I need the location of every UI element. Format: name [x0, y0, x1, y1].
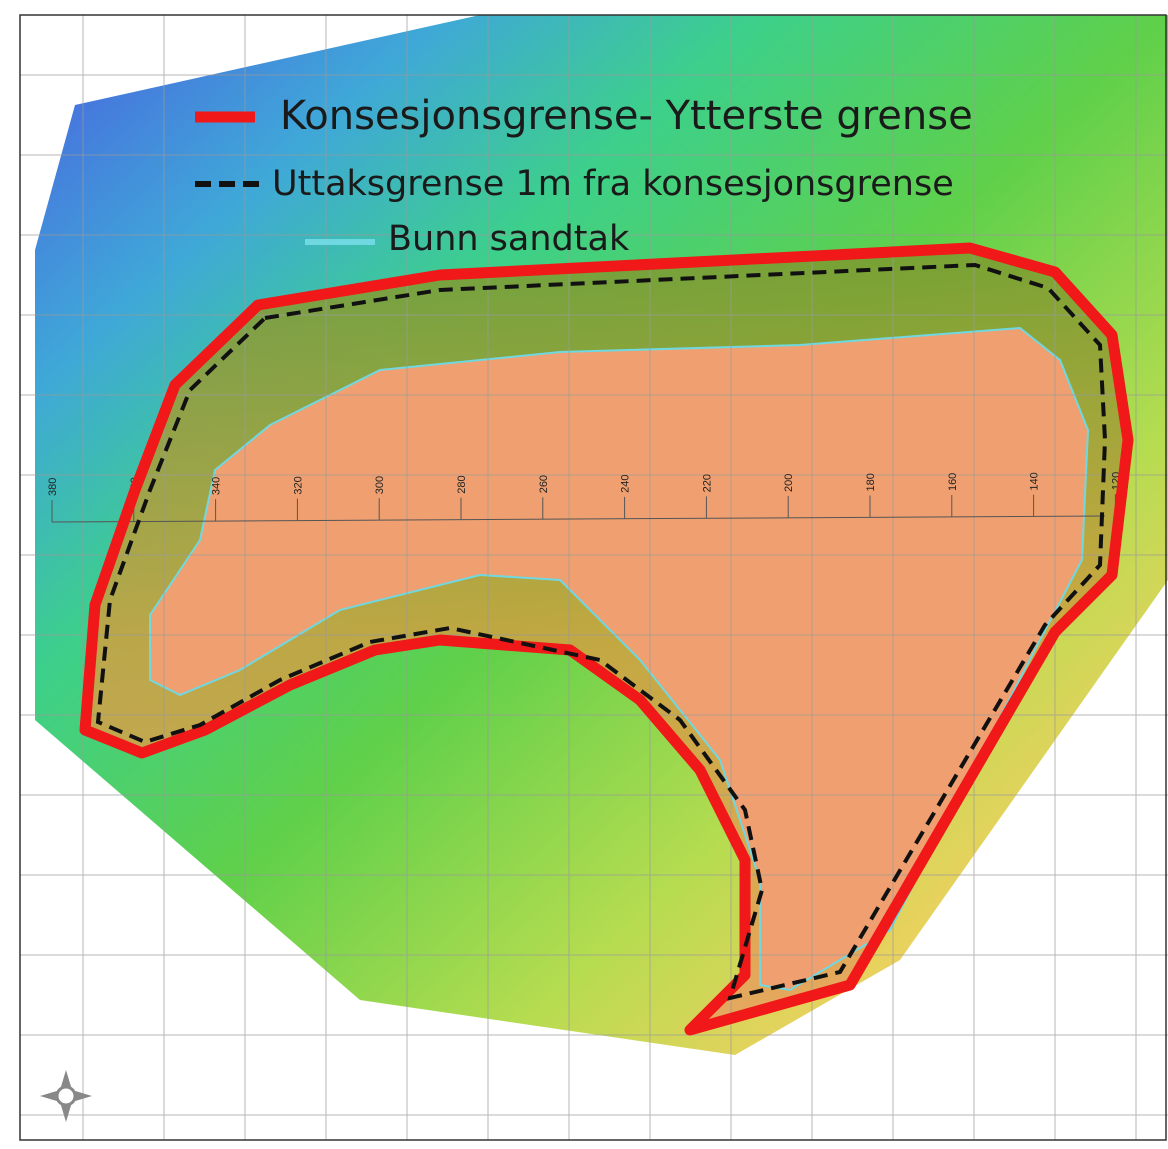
legend: Konsesjonsgrense- Ytterste grense Uttaks… — [195, 93, 973, 259]
legend-label: Bunn sandtak — [388, 219, 630, 259]
profile-label: 200 — [783, 474, 795, 492]
profile-line — [51, 515, 1106, 523]
profile-label: 140 — [1029, 472, 1041, 490]
legend-label: Konsesjonsgrense- Ytterste grense — [280, 93, 973, 139]
profile-label: 280 — [456, 475, 468, 493]
profile-label: 340 — [211, 477, 223, 495]
profile-label: 300 — [374, 476, 386, 494]
profile-label: 380 — [47, 478, 59, 496]
grid — [20, 15, 1168, 1140]
profile-label: 220 — [701, 474, 713, 492]
profile-label: 160 — [947, 473, 959, 491]
frame — [19, 14, 1167, 1141]
profile-label: 180 — [865, 473, 877, 491]
profile-label: 320 — [292, 476, 304, 494]
profile-label: 260 — [538, 475, 550, 493]
compass-icon — [40, 1070, 92, 1122]
profile-label: 240 — [620, 474, 632, 492]
profile-labels: 380 360 340 320 300 280 260 240 220 200 180 160 140 1… — [47, 472, 1122, 522]
concession-boundary — [79, 242, 1134, 1036]
legend-label: Uttaksgrense 1m fra konsesjonsgrense — [272, 164, 954, 204]
extraction-boundary — [95, 262, 1108, 1001]
